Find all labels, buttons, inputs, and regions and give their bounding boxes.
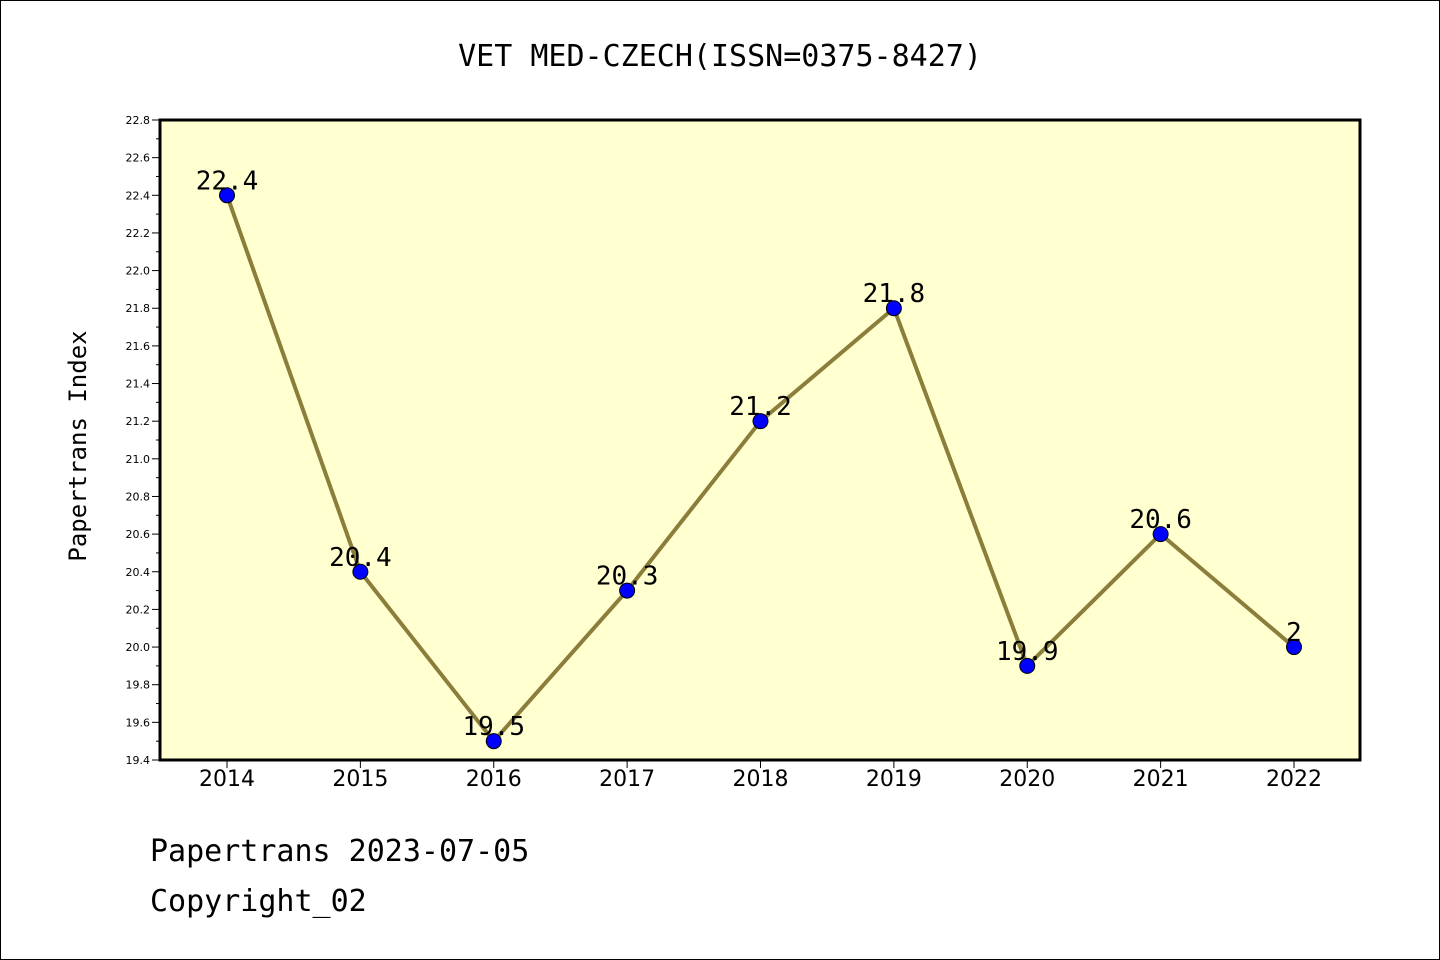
y-tick-label: 22.6: [126, 152, 151, 165]
x-tick-label: 2014: [199, 767, 255, 792]
data-point: [1286, 639, 1302, 656]
y-tick-label: 22.0: [126, 265, 151, 278]
x-tick-label: 2017: [599, 767, 655, 792]
y-tick-label: 19.8: [126, 679, 151, 692]
data-label: 19.5: [462, 712, 525, 742]
data-point: [1019, 657, 1036, 674]
y-axis-label: Papertrans Index: [64, 330, 92, 561]
data-label: 22.4: [196, 166, 259, 196]
y-tick-label: 21.4: [126, 378, 151, 391]
x-tick-label: 2015: [332, 767, 388, 792]
data-point: [619, 582, 636, 599]
data-label: 19.9: [996, 637, 1059, 667]
y-axis: 19.4 19.6 19.8 20.0 20.2 20.4 20.6 20.8 21.0 21.2…: [126, 114, 160, 767]
data-point: [485, 733, 502, 750]
data-label-group: 22.4 20.4 19.5 20.3 21.2 21.8 19.9 20.6 2: [196, 166, 1302, 742]
y-tick-label: 21.0: [126, 453, 151, 466]
y-tick-label: 21.6: [126, 340, 151, 353]
data-point: [752, 413, 769, 430]
x-axis: 2014 2015 2016 2017 2018 2019 2020 2021 2022: [199, 760, 1322, 792]
data-point: [219, 187, 235, 204]
data-label: 20.3: [596, 562, 659, 592]
y-tick-label: 21.2: [126, 415, 151, 428]
y-tick-label: 20.2: [126, 603, 151, 616]
y-tick-label: 20.4: [126, 566, 151, 579]
y-tick-label: 22.4: [126, 189, 151, 202]
y-tick-label: 20.6: [126, 528, 151, 541]
y-tick-label: 21.8: [126, 302, 151, 315]
y-tick-label: 19.4: [126, 754, 151, 767]
x-tick-label: 2019: [866, 767, 922, 792]
data-label: 20.4: [329, 543, 392, 573]
y-tick-label: 22.8: [126, 114, 151, 127]
x-tick-label: 2022: [1266, 767, 1322, 792]
y-tick-label: 22.2: [126, 227, 151, 240]
footer-date: Papertrans 2023-07-05: [150, 834, 530, 869]
data-point: [885, 300, 902, 317]
data-point: [1152, 526, 1169, 543]
data-point: [352, 563, 369, 580]
x-tick-label: 2021: [1133, 767, 1189, 792]
footer-copyright: Copyright_02: [150, 884, 367, 919]
plot-area: [158, 118, 1362, 762]
chart-title: VET MED-CZECH(ISSN=0375-8427): [458, 39, 982, 74]
x-tick-label: 2016: [466, 767, 522, 792]
data-label: 21.2: [729, 392, 792, 422]
series-group: [219, 187, 1302, 750]
data-label: 21.8: [863, 279, 926, 309]
x-tick-label: 2020: [999, 767, 1055, 792]
data-label: 2: [1286, 618, 1302, 648]
x-tick-label: 2018: [733, 767, 789, 792]
y-tick-label: 20.8: [126, 490, 151, 503]
y-tick-label: 20.0: [126, 641, 151, 654]
y-tick-label: 19.6: [126, 716, 151, 729]
data-label: 20.6: [1129, 505, 1192, 535]
